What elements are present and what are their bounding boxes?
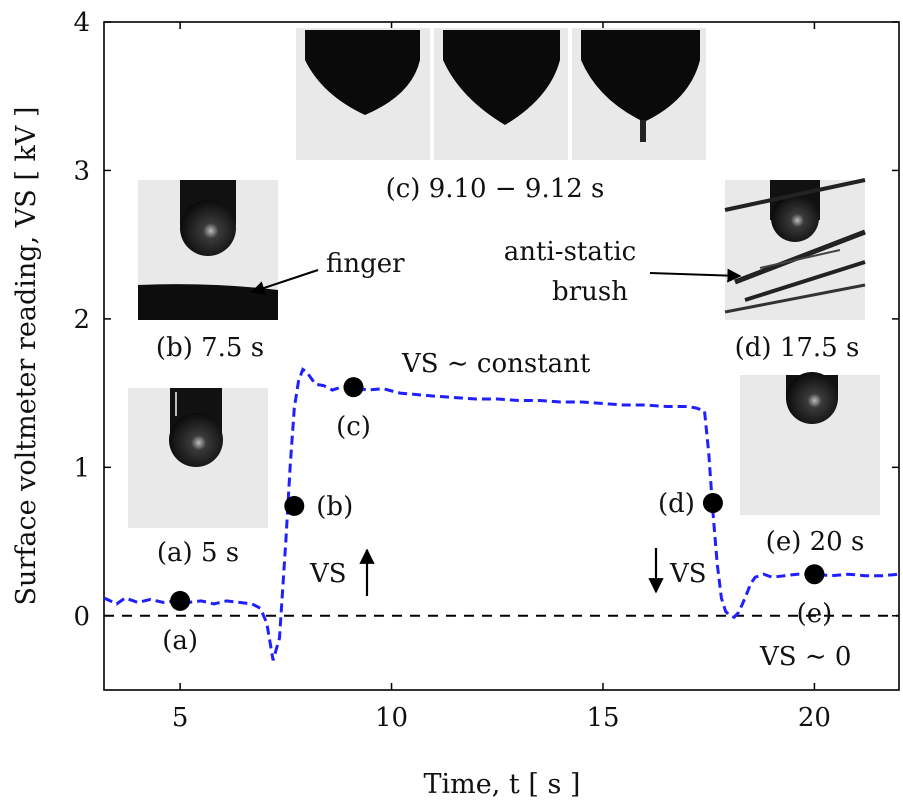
brush-label-line1: anti-static: [504, 237, 636, 267]
inset-image-a: [128, 388, 268, 528]
brush-arrow: [649, 268, 742, 283]
x-tick-label: 20: [798, 703, 831, 733]
plot-frame: [103, 21, 900, 691]
vs-zero-label: VS ∼ 0: [759, 642, 851, 672]
y-tick-label: 2: [73, 305, 90, 335]
data-point-marker: [343, 377, 364, 398]
data-point-marker: [170, 590, 191, 611]
data-point-label: (b): [316, 492, 353, 522]
x-axis-label: Time, t [ s ]: [424, 769, 581, 800]
axis-ticks: 5 10 15 20 0 1 2 3 4: [73, 8, 899, 733]
y-tick-label: 1: [73, 453, 90, 483]
inset-caption-a: (a) 5 s: [157, 538, 239, 568]
inset-image-e: [740, 372, 880, 515]
inset-image-b: [138, 180, 278, 320]
inset-caption-c: (c) 9.10 − 9.12 s: [386, 174, 605, 204]
x-tick-label: 5: [172, 703, 189, 733]
finger-label: finger: [326, 249, 405, 279]
inset-caption-d: (d) 17.5 s: [735, 333, 860, 363]
finger-arrow: [250, 269, 319, 295]
inset-caption-e: (e) 20 s: [766, 527, 865, 557]
data-point-marker: [804, 564, 825, 585]
vs-up-label: VS: [309, 559, 347, 589]
y-tick-label: 3: [73, 156, 90, 186]
inset-image-c: [296, 28, 706, 160]
vs-down-label: VS: [669, 559, 707, 589]
y-axis-label: Surface voltmeter reading, VS [ kV ]: [11, 107, 42, 606]
data-point-label: (c): [336, 412, 371, 442]
inset-caption-b: (b) 7.5 s: [156, 333, 264, 363]
inset-image-d: [724, 178, 866, 320]
data-point-marker: [284, 495, 305, 516]
data-point-label: (a): [162, 626, 198, 656]
y-tick-label: 4: [73, 8, 90, 38]
data-point-label: (d): [658, 489, 695, 519]
marker-points: (a) (b) (c) (d) (e): [162, 377, 832, 656]
data-point-marker: [702, 492, 723, 513]
y-tick-label: 0: [73, 602, 90, 632]
x-tick-label: 15: [586, 703, 619, 733]
data-point-label: (e): [797, 599, 833, 629]
series-line-vs: [103, 367, 900, 661]
x-tick-label: 10: [375, 703, 408, 733]
vs-constant-label: VS ∼ constant: [401, 349, 591, 379]
brush-label-line2: brush: [552, 277, 628, 307]
